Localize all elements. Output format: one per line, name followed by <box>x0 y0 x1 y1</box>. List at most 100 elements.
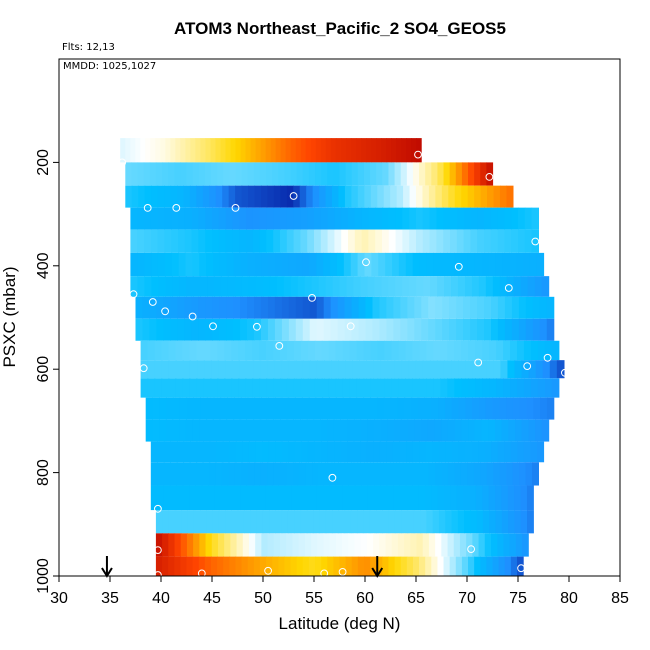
heatmap-cell <box>192 556 200 576</box>
heatmap-cell <box>209 441 217 463</box>
heatmap-cell <box>155 510 163 534</box>
heatmap-cell <box>426 340 434 361</box>
heatmap-cell <box>345 556 353 576</box>
heatmap-cell <box>301 441 309 463</box>
heatmap-cell <box>385 533 393 557</box>
heatmap-cell <box>217 533 225 557</box>
heatmap-cell <box>212 510 220 534</box>
heatmap-cell <box>292 462 300 486</box>
heatmap-cell <box>490 318 499 341</box>
heatmap-cell <box>302 360 311 379</box>
heatmap-cell <box>350 252 359 277</box>
heatmap-cell <box>404 397 412 420</box>
heatmap-cell <box>449 296 457 319</box>
y-tick-label: 600 <box>35 356 52 383</box>
heatmap-cell <box>177 296 185 319</box>
heatmap-cell <box>400 296 408 319</box>
heatmap-cell <box>510 378 518 398</box>
heatmap-cell <box>315 162 322 186</box>
heatmap-cell <box>170 441 178 463</box>
heatmap-cell <box>401 360 410 379</box>
heatmap-cell <box>130 276 138 297</box>
heatmap-cell <box>275 138 282 163</box>
heatmap-cell <box>140 138 146 163</box>
heatmap-cell <box>314 229 322 253</box>
heatmap-cell <box>300 378 309 398</box>
heatmap-cell <box>252 340 260 361</box>
heatmap-cell <box>346 276 355 297</box>
heatmap-cell <box>179 397 188 420</box>
heatmap-cell <box>240 485 248 511</box>
heatmap-cell <box>474 252 483 277</box>
heatmap-cell <box>155 556 163 576</box>
heatmap-cell <box>464 441 473 463</box>
heatmap-cell <box>316 485 324 511</box>
heatmap-cell <box>281 397 290 420</box>
flights-label: Flts: 12,13 <box>62 42 115 53</box>
y-axis-label: PSXC (mbar) <box>0 266 19 368</box>
heatmap-cell <box>302 162 310 186</box>
heatmap-cell <box>253 296 262 319</box>
heatmap-cell <box>232 207 240 230</box>
heatmap-cell <box>353 441 361 463</box>
heatmap-cell <box>291 485 299 511</box>
heatmap-cell <box>427 419 436 442</box>
heatmap-cell <box>168 556 175 576</box>
heatmap-cell <box>226 296 234 319</box>
heatmap-cell <box>433 340 441 361</box>
heatmap-cell <box>230 138 237 163</box>
heatmap-cell <box>322 485 330 511</box>
heatmap-cell <box>486 360 494 379</box>
heatmap-cell <box>449 318 457 341</box>
heatmap-cell <box>370 185 378 208</box>
heatmap-cell <box>388 510 396 534</box>
heatmap-cell <box>228 462 236 486</box>
heatmap-cell <box>171 229 179 253</box>
heatmap-cell <box>223 556 230 576</box>
heatmap-cell <box>295 397 303 420</box>
heatmap-cell <box>447 533 455 557</box>
heatmap-cell <box>506 185 514 208</box>
heatmap-cell <box>422 533 430 557</box>
heatmap-cell <box>192 252 200 277</box>
heatmap-cell <box>266 162 273 186</box>
heatmap-cell <box>526 485 534 511</box>
heatmap-cell <box>272 556 279 576</box>
heatmap-cell <box>501 419 509 442</box>
heatmap-cell <box>137 162 145 186</box>
heatmap-cell <box>534 276 543 297</box>
heatmap-cell <box>475 485 483 511</box>
heatmap-cell <box>521 419 530 442</box>
heatmap-cell <box>266 229 274 253</box>
heatmap-cell <box>325 462 333 486</box>
heatmap-cell <box>186 162 194 186</box>
heatmap-cell <box>191 318 199 341</box>
heatmap-cell <box>360 138 367 163</box>
observation-point <box>275 342 284 350</box>
observation-point <box>504 284 513 292</box>
heatmap-cell <box>455 556 463 576</box>
heatmap-cell <box>497 441 505 463</box>
heatmap-cell <box>503 378 511 398</box>
observation-point <box>346 322 355 331</box>
heatmap-cell <box>510 340 518 361</box>
heatmap-cell <box>514 485 522 511</box>
heatmap-cell <box>226 252 235 277</box>
observation-point <box>209 322 217 331</box>
heatmap-cell <box>335 138 342 163</box>
heatmap-cell <box>402 207 410 230</box>
heatmap-cell <box>248 441 257 463</box>
heatmap-cell <box>490 207 499 230</box>
heatmap-cell <box>199 510 207 534</box>
heatmap-cell <box>192 162 200 186</box>
heatmap-cell <box>376 510 383 534</box>
heatmap-cell <box>193 533 200 557</box>
heatmap-cell <box>214 485 222 511</box>
heatmap-cell <box>254 185 262 208</box>
heatmap-cell <box>323 318 332 341</box>
heatmap-cell <box>164 207 172 230</box>
heatmap-cell <box>262 441 270 463</box>
heatmap-cell <box>213 252 221 277</box>
heatmap-cell <box>520 485 528 511</box>
heatmap-cell <box>162 510 170 534</box>
